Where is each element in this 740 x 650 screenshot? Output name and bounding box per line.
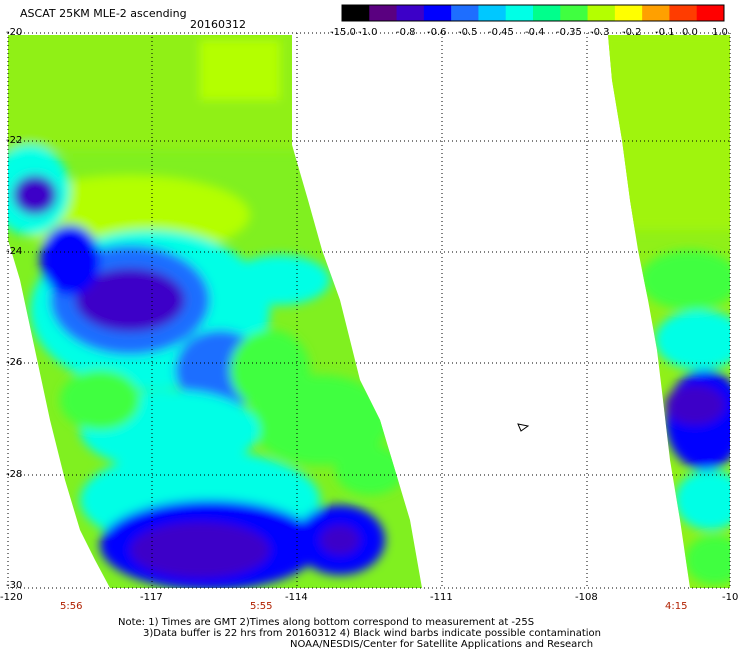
lon-label: -108	[575, 592, 598, 603]
lat-label: -30	[6, 580, 23, 591]
lat-label: -24	[6, 246, 23, 257]
colorbar-label: -0.5	[458, 27, 478, 38]
colorbar-swatch	[396, 5, 425, 21]
note-line-2: 3)Data buffer is 22 hrs from 20160312 4)…	[143, 628, 601, 639]
island-outline	[517, 423, 530, 432]
colorbar-swatch	[423, 5, 452, 21]
colorbar-swatch	[342, 5, 370, 21]
colorbar-label: 0.0	[682, 27, 698, 38]
colorbar-label: -0.4	[525, 27, 545, 38]
colorbar-label: -0.1	[655, 27, 675, 38]
colorbar-label: -0.2	[622, 27, 642, 38]
colorbar-swatch	[642, 5, 670, 21]
map-date: 20160312	[190, 18, 246, 31]
swath-right	[608, 35, 730, 588]
colorbar-label: -0.3	[590, 27, 610, 38]
lat-label: -28	[6, 469, 23, 480]
lat-label: -22	[6, 135, 23, 146]
colorbar-swatch	[505, 5, 534, 21]
colorbar-label: -1.0	[358, 27, 378, 38]
colorbar-swatch	[533, 5, 561, 21]
lon-label: -114	[285, 592, 308, 603]
swath-left	[8, 35, 422, 588]
pass-time: 5:56	[60, 601, 83, 612]
colorbar-swatch	[614, 5, 643, 21]
colorbar-swatch	[560, 5, 589, 21]
lon-label: -111	[430, 592, 453, 603]
pass-time: 5:55	[250, 601, 273, 612]
lat-label: -20	[6, 27, 23, 38]
lon-label: -10	[722, 592, 739, 603]
note-line-3: NOAA/NESDIS/Center for Satellite Applica…	[290, 639, 594, 650]
colorbar-swatch	[451, 5, 479, 21]
colorbar-border	[341, 4, 725, 22]
colorbar-label: 1.0	[712, 27, 728, 38]
colorbar-swatch	[587, 5, 616, 21]
lat-label: -26	[6, 357, 23, 368]
colorbar-swatch	[696, 5, 725, 21]
colorbar-label: -0.6	[427, 27, 447, 38]
lon-label: -120	[0, 592, 23, 603]
colorbar-swatch	[669, 5, 698, 21]
colorbar-swatch	[369, 5, 398, 21]
grid	[7, 32, 731, 589]
colorbar-label: -0.8	[396, 27, 416, 38]
map-title: ASCAT 25KM MLE-2 ascending	[20, 7, 187, 20]
pass-time: 4:15	[665, 601, 688, 612]
colorbar-swatch	[478, 5, 507, 21]
colorbar-label: -15.0	[330, 27, 356, 38]
colorbar	[341, 4, 725, 22]
colorbar-label: -0.45	[488, 27, 514, 38]
colorbar-label: -0.35	[556, 27, 582, 38]
note-line-1: Note: 1) Times are GMT 2)Times along bot…	[118, 617, 535, 628]
lon-label: -117	[140, 592, 163, 603]
